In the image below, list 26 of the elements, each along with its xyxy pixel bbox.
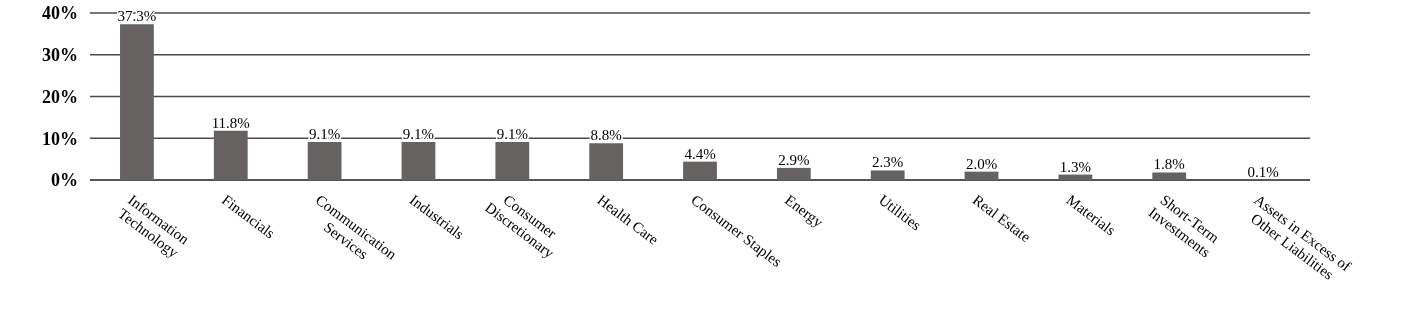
data-label: 2.0% [965, 155, 998, 172]
bar [307, 142, 342, 180]
bar [213, 130, 248, 180]
bar [401, 142, 436, 180]
data-label: 2.9% [778, 151, 810, 168]
y-tick-label: 0% [51, 170, 78, 191]
bar [589, 143, 624, 180]
y-tick-label: 30% [42, 45, 78, 66]
bar [964, 171, 999, 180]
data-label: 0.1% [1247, 163, 1279, 180]
y-tick-label: 40% [42, 3, 78, 24]
data-label: 1.3% [1059, 158, 1092, 175]
data-label: 1.8% [1153, 156, 1185, 173]
data-label: 11.8% [211, 114, 250, 131]
bar [1058, 174, 1093, 180]
y-tick-label: 10% [42, 128, 78, 149]
bar [120, 24, 154, 180]
bar [1152, 172, 1187, 180]
data-label: 4.4% [684, 145, 716, 162]
bar [870, 170, 905, 180]
bar [495, 142, 530, 180]
bar [776, 167, 811, 180]
data-label: 2.3% [872, 154, 904, 171]
data-label: 37.3% [117, 8, 157, 25]
y-tick-label: 20% [42, 86, 78, 107]
bar [683, 161, 717, 180]
